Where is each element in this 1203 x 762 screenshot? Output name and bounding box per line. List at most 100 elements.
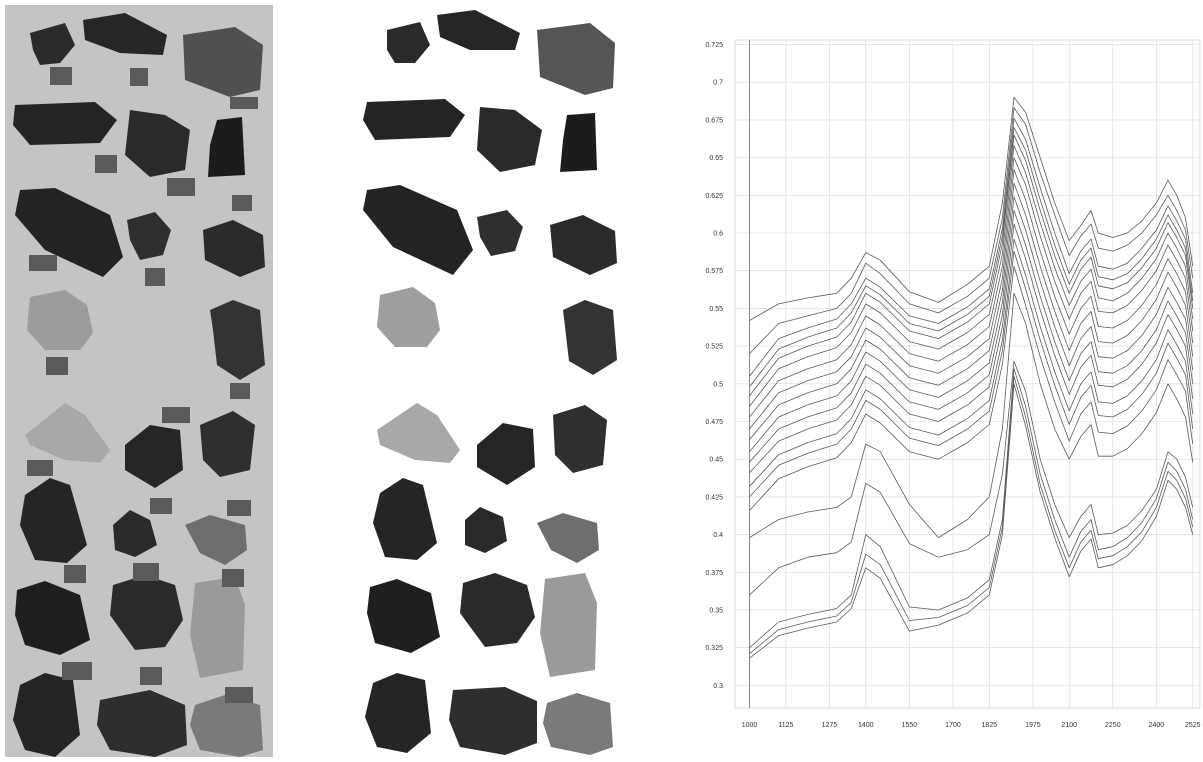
x-tick-label: 1550 (902, 722, 918, 729)
rock-fragment (15, 581, 90, 655)
calibration-square (130, 68, 148, 86)
rock-fragment (83, 13, 167, 55)
rock-fragment (113, 510, 157, 557)
spectrum-series-line (749, 383, 1194, 659)
rock-fragment (460, 573, 535, 647)
spectrum-series-line (749, 169, 1194, 430)
rock-fragment (367, 579, 440, 653)
calibration-square (133, 563, 159, 581)
x-tick-label: 1975 (1025, 722, 1041, 729)
y-tick-label: 0.475 (705, 419, 723, 426)
rock-fragment (97, 690, 187, 757)
x-tick-label: 2250 (1105, 722, 1121, 729)
rock-fragment (377, 287, 440, 347)
rock-fragment (543, 693, 613, 755)
spectrum-series-line (749, 118, 1194, 377)
rock-photo-svg (13, 13, 265, 757)
y-tick-label: 0.6 (713, 231, 723, 238)
x-tick-label: 1700 (945, 722, 961, 729)
y-tick-label: 0.7 (713, 80, 723, 87)
rock-fragment (553, 405, 607, 473)
x-tick-label: 2100 (1061, 722, 1077, 729)
rock-fragment (365, 673, 431, 753)
y-tick-label: 0.375 (705, 570, 723, 577)
spectrum-series-line (749, 292, 1194, 538)
calibration-square (232, 195, 252, 211)
calibration-square (140, 667, 162, 685)
y-tick-label: 0.425 (705, 494, 723, 501)
rock-fragment (127, 212, 171, 260)
rock-fragment (210, 300, 265, 380)
rock-fragment (125, 425, 183, 488)
spectrum-series-line (749, 182, 1194, 440)
calibration-square (167, 178, 195, 196)
y-tick-label: 0.725 (705, 42, 723, 49)
spectrum-series-line (749, 209, 1194, 463)
y-tick-label: 0.675 (705, 117, 723, 124)
rock-fragment (540, 573, 597, 677)
spectrum-series-line (749, 127, 1194, 388)
x-tick-label: 1125 (778, 722, 793, 729)
x-tick-label: 2525 (1185, 722, 1201, 729)
rock-fragment (363, 99, 465, 140)
calibration-squares (27, 67, 258, 703)
y-tick-label: 0.35 (709, 607, 723, 614)
y-tick-label: 0.625 (705, 193, 723, 200)
rock-fragment (25, 403, 110, 463)
rock-photo-panel (5, 5, 273, 757)
segmented-rock-panel (345, 5, 625, 757)
rock-fragment (563, 300, 617, 375)
spectrum-series-line (749, 238, 1194, 487)
rock-fragment (110, 575, 183, 650)
x-tick-label: 1275 (822, 722, 838, 729)
spectrum-series-line (749, 360, 1194, 596)
y-tick-label: 0.575 (705, 268, 723, 275)
rock-fragment (13, 673, 80, 757)
rock-fragment (377, 403, 460, 463)
rock-fragment (465, 507, 507, 553)
calibration-square (50, 67, 72, 85)
rock-fragment (190, 577, 245, 678)
rock-fragment (13, 102, 117, 145)
x-tick-label: 1000 (742, 722, 758, 729)
rock-fragments-segmented (363, 10, 617, 755)
calibration-square (162, 407, 190, 423)
rock-fragment (20, 478, 87, 563)
rock-fragment (477, 210, 523, 256)
chart-grid (735, 40, 1200, 708)
segmented-rock-svg (363, 10, 617, 755)
calibration-square (222, 569, 244, 587)
rock-fragment (560, 113, 597, 172)
y-tick-label: 0.3 (713, 683, 723, 690)
spectrum-series-line (749, 157, 1194, 418)
rock-fragment (550, 215, 617, 275)
spectrum-series-line (749, 368, 1194, 648)
rock-fragment (30, 23, 75, 65)
rock-fragment (387, 22, 430, 63)
spectrum-series-line (749, 375, 1194, 655)
rock-fragment (203, 220, 265, 277)
rock-fragment (185, 515, 247, 565)
spectrum-series-line (749, 196, 1194, 452)
rock-fragment (373, 478, 437, 560)
chart-axes (734, 39, 1201, 709)
spectrum-series-line (749, 134, 1194, 397)
calibration-square (227, 500, 251, 516)
rock-fragment (27, 290, 93, 350)
spectrum-series-line (749, 223, 1194, 474)
calibration-square (145, 268, 165, 286)
calibration-square (230, 97, 258, 109)
x-tick-label: 2400 (1149, 722, 1165, 729)
y-tick-label: 0.55 (709, 306, 723, 313)
spectrum-series-line (749, 107, 1194, 354)
plot-frame (734, 39, 1201, 709)
spectrum-series-line (749, 145, 1194, 407)
rock-fragment (125, 110, 190, 177)
rock-fragment (190, 695, 263, 757)
calibration-square (225, 687, 253, 703)
rock-fragment (200, 411, 255, 477)
x-tick-label: 1400 (858, 722, 874, 729)
y-tick-label: 0.5 (713, 381, 723, 388)
spectrum-series-line (749, 250, 1194, 498)
spectra-chart: 0.725 0.7 0.675 0.65 0.625 0.6 0.575 0.55 0.525 0… (690, 0, 1203, 757)
